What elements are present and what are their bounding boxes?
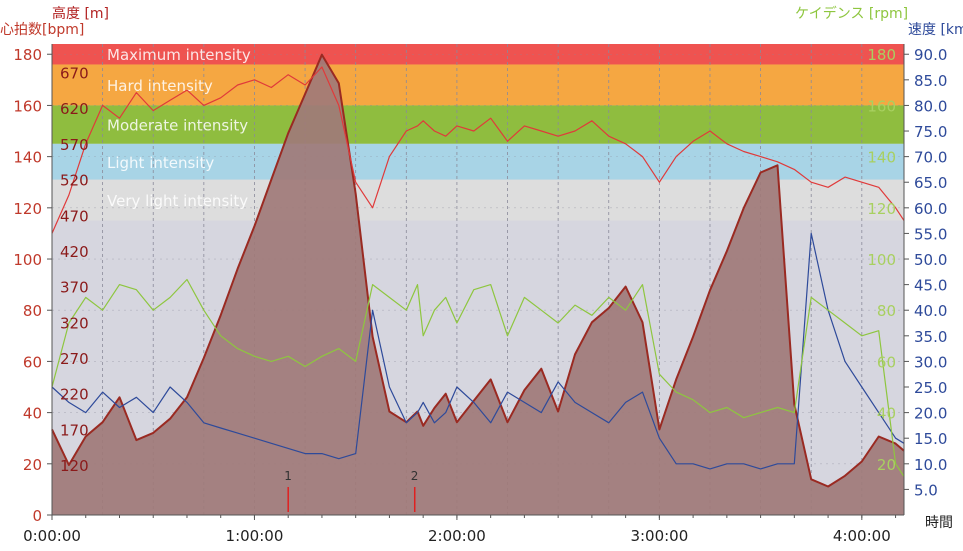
altitude-tick-label: 370 — [60, 279, 89, 297]
altitude-tick-label: 570 — [60, 136, 89, 154]
speed-tick-label: 60.0 — [914, 200, 947, 218]
speed-tick-label: 35.0 — [914, 328, 947, 346]
cadence-tick-label: 180 — [867, 46, 896, 64]
altitude-tick-label: 170 — [60, 421, 89, 439]
speed-tick-label: 85.0 — [914, 72, 947, 90]
hr-tick-label: 120 — [13, 200, 42, 218]
cadence-tick-label: 140 — [867, 149, 896, 167]
speed-tick-label: 5.0 — [914, 481, 938, 499]
hr-tick-label: 160 — [13, 97, 42, 115]
speed-tick-label: 55.0 — [914, 225, 947, 243]
speed-tick-label: 10.0 — [914, 456, 947, 474]
zone-band-2 — [52, 105, 904, 144]
axes-layer: 0204060801001201401601801201702202703203… — [13, 44, 947, 545]
speed-tick-label: 40.0 — [914, 302, 947, 320]
speed-tick-label: 90.0 — [914, 46, 947, 64]
cadence-tick-label: 40 — [877, 405, 896, 423]
series-line-3 — [51, 232, 905, 470]
time-tick-label: 2:00:00 — [428, 527, 486, 545]
altitude-tick-label: 320 — [60, 314, 89, 332]
series-line-0 — [51, 53, 905, 488]
lap-label-0: 1 — [284, 469, 292, 483]
hr-tick-label: 0 — [32, 507, 42, 525]
time-tick-label: 1:00:00 — [226, 527, 284, 545]
time-tick-label: 4:00:00 — [833, 527, 891, 545]
cadence-tick-label: 80 — [877, 302, 896, 320]
speed-tick-label: 75.0 — [914, 123, 947, 141]
series-layer — [51, 53, 905, 515]
time-tick-label: 0:00:00 — [23, 527, 81, 545]
altitude-tick-label: 420 — [60, 243, 89, 261]
zone-label-2: Moderate intensity — [107, 117, 248, 135]
speed-tick-label: 20.0 — [914, 405, 947, 423]
altitude-axis-title: 高度 [m] — [52, 5, 109, 22]
speed-tick-label: 15.0 — [914, 430, 947, 448]
hr-tick-label: 100 — [13, 251, 42, 269]
series-line-1 — [51, 66, 905, 234]
zone-label-4: Very light intensity — [107, 192, 248, 210]
speed-tick-label: 30.0 — [914, 353, 947, 371]
altitude-tick-label: 620 — [60, 100, 89, 118]
heart-rate-axis-title: 心拍数[bpm] — [0, 22, 84, 38]
hr-tick-label: 60 — [23, 353, 42, 371]
hr-tick-label: 140 — [13, 149, 42, 167]
zone-labels-layer: Maximum intensity Hard intensity Moderate … — [107, 46, 251, 210]
cadence-tick-label: 60 — [877, 353, 896, 371]
time-tick-label: 3:00:00 — [630, 527, 688, 545]
speed-tick-label: 80.0 — [914, 97, 947, 115]
zone-label-1: Hard intensity — [107, 77, 213, 95]
cadence-tick-label: 20 — [877, 456, 896, 474]
speed-tick-label: 25.0 — [914, 379, 947, 397]
series-line-2 — [51, 278, 905, 477]
hr-tick-label: 40 — [23, 405, 42, 423]
cadence-tick-label: 100 — [867, 251, 896, 269]
altitude-tick-label: 120 — [60, 457, 89, 475]
zone-band-1 — [52, 64, 904, 106]
altitude-tick-label: 520 — [60, 172, 89, 190]
altitude-tick-label: 220 — [60, 386, 89, 404]
speed-tick-label: 70.0 — [914, 149, 947, 167]
altitude-tick-label: 270 — [60, 350, 89, 368]
hr-tick-label: 80 — [23, 302, 42, 320]
cadence-axis-title: ケイデンス [rpm] — [795, 5, 908, 22]
cadence-tick-label: 160 — [867, 97, 896, 115]
lap-label-1: 2 — [411, 469, 419, 483]
hr-tick-label: 20 — [23, 456, 42, 474]
altitude-tick-label: 470 — [60, 207, 89, 225]
zone-label-3: Light intensity — [107, 154, 214, 172]
speed-tick-label: 65.0 — [914, 174, 947, 192]
cadence-tick-label: 120 — [867, 200, 896, 218]
speed-axis-title: 速度 [km/h] — [908, 22, 963, 38]
hr-tick-label: 180 — [13, 46, 42, 64]
altitude-area — [52, 54, 904, 515]
speed-tick-label: 45.0 — [914, 277, 947, 295]
speed-tick-label: 50.0 — [914, 251, 947, 269]
time-axis-title: 時間 — [925, 515, 953, 531]
zone-label-0: Maximum intensity — [107, 46, 251, 64]
altitude-tick-label: 670 — [60, 65, 89, 83]
